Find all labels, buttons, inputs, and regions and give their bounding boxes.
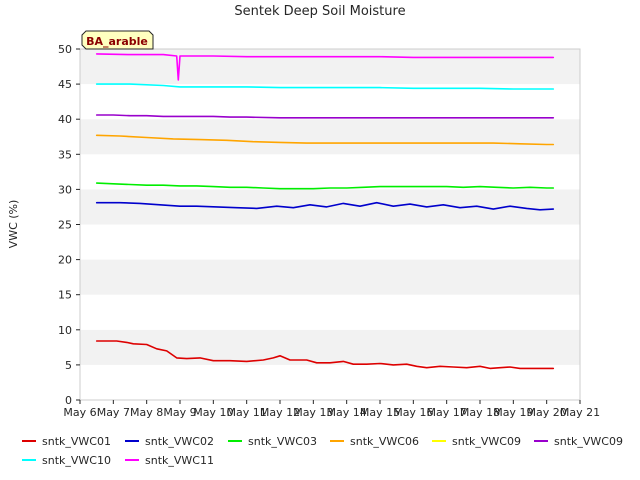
y-tick-label: 45 bbox=[58, 78, 72, 91]
x-tick-label: May 9 bbox=[163, 406, 196, 419]
series-line-sntk_VWC11 bbox=[95, 53, 555, 81]
grid-band bbox=[80, 119, 580, 155]
x-tick-label: May 16 bbox=[393, 406, 433, 419]
chart-title: Sentek Deep Soil Moisture bbox=[234, 4, 405, 19]
grid-band bbox=[80, 84, 580, 120]
legend-entry: sntk_VWC09 bbox=[452, 435, 521, 448]
legend: sntk_VWC01 sntk_VWC02 sntk_VWC03 sntk_VWC06… bbox=[22, 435, 623, 467]
legend-entry: sntk_VWC10 bbox=[42, 454, 111, 467]
badge-box bbox=[81, 30, 154, 50]
series-line-sntk_VWC06 bbox=[95, 134, 555, 146]
x-tick-label: May 6 bbox=[63, 406, 96, 419]
y-tick-label: 0 bbox=[65, 394, 72, 407]
x-tick-label: May 8 bbox=[130, 406, 163, 419]
legend-entry: sntk_VWC03 bbox=[248, 435, 317, 448]
x-tick-label: May 11 bbox=[227, 406, 267, 419]
grid-band bbox=[80, 329, 580, 365]
series-line-sntk_VWC01 bbox=[95, 340, 555, 370]
site-badge: BA_arable bbox=[81, 30, 154, 50]
y-tick-label: 35 bbox=[58, 148, 72, 161]
y-tick-label: 5 bbox=[65, 359, 72, 372]
x-tick-label: May 7 bbox=[97, 406, 130, 419]
y-axis: 0 5 10 15 20 25 30 35 40 45 50 bbox=[58, 43, 80, 407]
series-lines bbox=[95, 53, 555, 370]
y-tick-label: 50 bbox=[58, 43, 72, 56]
legend-entry: sntk_VWC11 bbox=[145, 454, 214, 467]
grid-band bbox=[80, 294, 580, 330]
y-tick-label: 15 bbox=[58, 289, 72, 302]
x-tick-label: May 19 bbox=[493, 406, 533, 419]
x-tick-label: May 10 bbox=[193, 406, 233, 419]
legend-entry: sntk_VWC06 bbox=[350, 435, 419, 448]
grid-band bbox=[80, 364, 580, 400]
x-tick-label: May 12 bbox=[260, 406, 300, 419]
legend-entry: sntk_VWC09 bbox=[554, 435, 623, 448]
grid-band bbox=[80, 154, 580, 190]
x-tick-label: May 17 bbox=[427, 406, 467, 419]
x-tick-label: May 20 bbox=[527, 406, 567, 419]
y-tick-label: 10 bbox=[58, 324, 72, 337]
x-tick-label: May 21 bbox=[560, 406, 600, 419]
y-axis-label: VWC (%) bbox=[7, 200, 20, 249]
x-tick-label: May 13 bbox=[293, 406, 333, 419]
y-tick-label: 30 bbox=[58, 183, 72, 196]
x-tick-label: May 15 bbox=[360, 406, 400, 419]
y-tick-label: 40 bbox=[58, 113, 72, 126]
y-tick-label: 20 bbox=[58, 254, 72, 267]
series-line-sntk_VWC03 bbox=[95, 182, 555, 190]
y-tick-label: 25 bbox=[58, 219, 72, 232]
series-line-sntk_VWC10 bbox=[95, 83, 555, 90]
grid-band bbox=[80, 224, 580, 260]
badge-label: BA_arable bbox=[86, 35, 148, 48]
legend-entry: sntk_VWC01 bbox=[42, 435, 111, 448]
series-line-sntk_VWC02 bbox=[95, 201, 555, 211]
x-tick-label: May 18 bbox=[460, 406, 500, 419]
x-tick-label: May 14 bbox=[327, 406, 367, 419]
legend-entry: sntk_VWC02 bbox=[145, 435, 214, 448]
grid-bands bbox=[80, 49, 580, 400]
grid-band bbox=[80, 259, 580, 295]
series-line-sntk_VWC09 bbox=[95, 114, 555, 119]
